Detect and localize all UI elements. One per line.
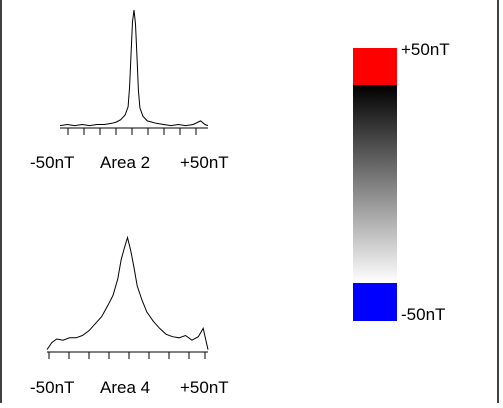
x-ticks-area-4 xyxy=(48,352,206,359)
colorbar-top-swatch xyxy=(353,48,397,85)
histogram-curve-area-4 xyxy=(46,235,209,350)
colorbar-bottom-label: -50nT xyxy=(401,305,445,324)
x-min-label-area-4: -50nT xyxy=(30,378,74,397)
x-ticks-area-2 xyxy=(67,128,197,135)
histogram-area-2: -50nT Area 2 +50nT xyxy=(30,9,229,172)
colorbar: +50nT -50nT xyxy=(353,40,450,324)
histogram-curve-area-2 xyxy=(59,9,209,127)
x-max-label-area-2: +50nT xyxy=(180,153,229,172)
colorbar-bottom-swatch xyxy=(353,283,397,321)
histogram-area-4: -50nT Area 4 +50nT xyxy=(30,235,229,397)
title-area-4: Area 4 xyxy=(100,378,150,397)
x-min-label-area-2: -50nT xyxy=(30,153,74,172)
colorbar-gradient xyxy=(353,85,397,283)
x-max-label-area-4: +50nT xyxy=(180,378,229,397)
colorbar-top-label: +50nT xyxy=(401,40,450,59)
title-area-2: Area 2 xyxy=(100,153,150,172)
